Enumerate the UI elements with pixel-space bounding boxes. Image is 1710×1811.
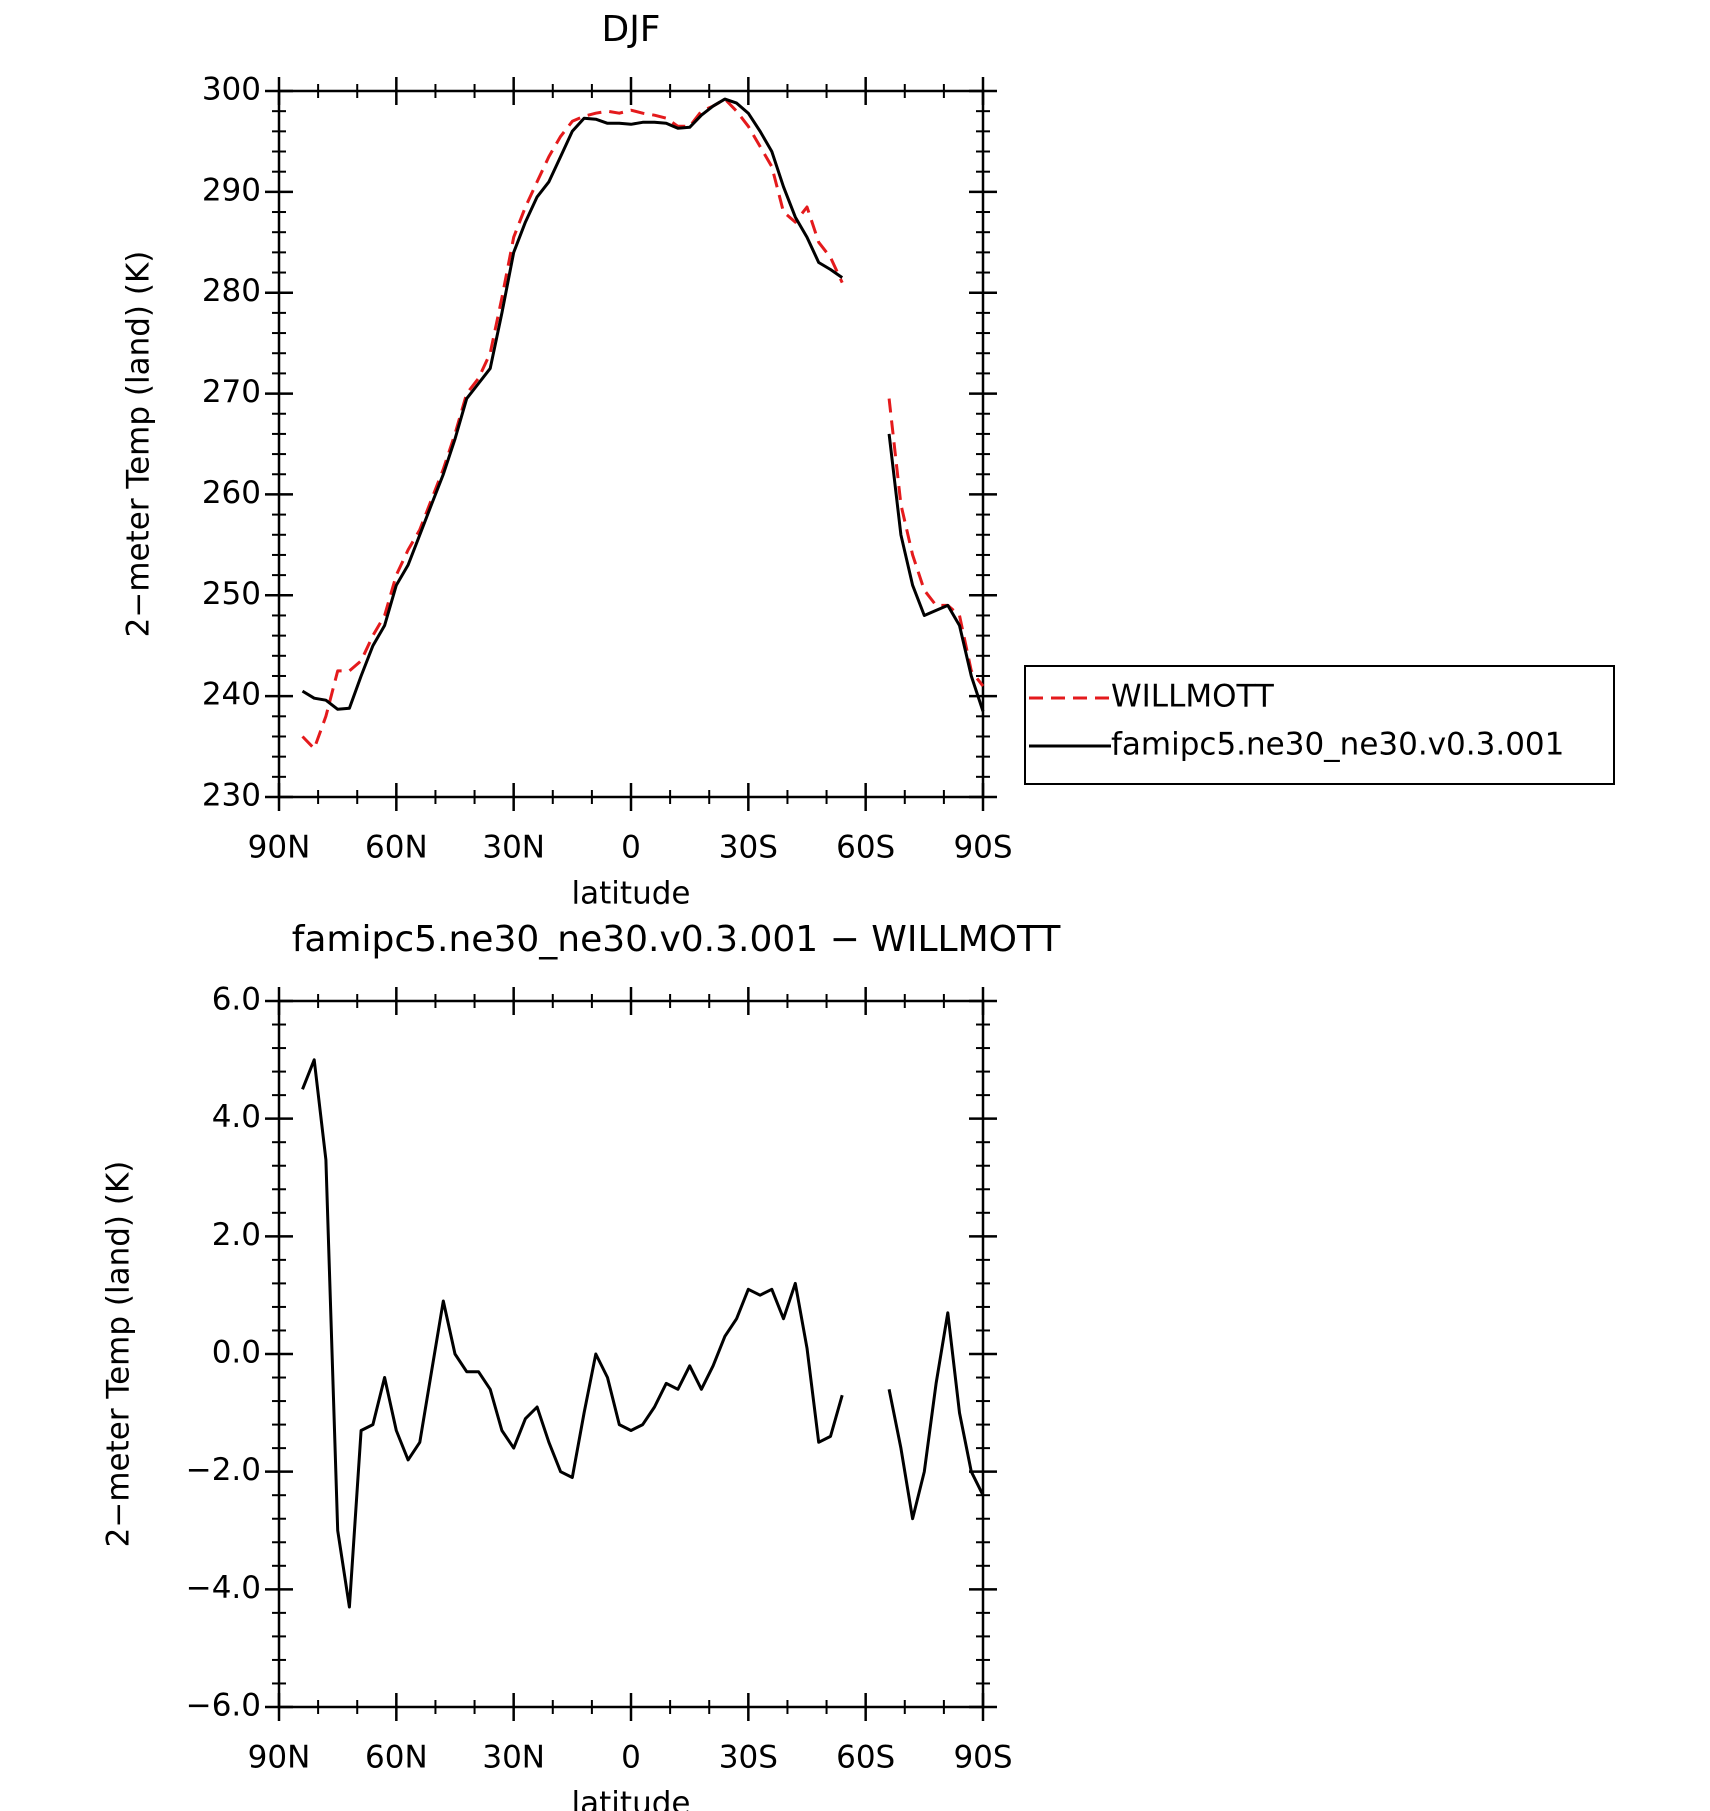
x-tick-label: 60N <box>365 830 428 866</box>
y-tick-label: 6.0 <box>212 982 261 1018</box>
x-tick-label: 90N <box>248 1740 311 1776</box>
y-tick-label: −2.0 <box>186 1452 261 1488</box>
y-tick-label: 260 <box>202 475 261 511</box>
x-tick-label: 30S <box>719 830 778 866</box>
x-tick-label: 60S <box>836 1740 895 1776</box>
y-axis-label: 2−meter Temp (land) (K) <box>101 1161 137 1548</box>
x-tick-label: 0 <box>621 1740 641 1776</box>
y-tick-label: 2.0 <box>212 1217 261 1253</box>
x-tick-label: 30N <box>482 830 545 866</box>
y-tick-label: 280 <box>202 273 261 309</box>
y-tick-label: 290 <box>202 172 261 208</box>
legend-box <box>1024 665 1615 785</box>
x-tick-label: 60N <box>365 1740 428 1776</box>
y-axis-label: 2−meter Temp (land) (K) <box>121 251 157 638</box>
y-tick-label: 250 <box>202 576 261 612</box>
x-tick-label: 30S <box>719 1740 778 1776</box>
x-tick-label: 60S <box>836 830 895 866</box>
x-axis-label: latitude <box>572 876 691 912</box>
y-tick-label: 230 <box>202 778 261 814</box>
y-tick-label: 270 <box>202 374 261 410</box>
plot-frame <box>277 999 985 1709</box>
legend-label: WILLMOTT <box>1111 679 1275 715</box>
x-tick-label: 0 <box>621 830 641 866</box>
y-tick-label: 240 <box>202 677 261 713</box>
chart-title: famipc5.ne30_ne30.v0.3.001 − WILLMOTT <box>292 919 1062 960</box>
plot-frame <box>277 89 985 799</box>
data-line <box>301 97 985 712</box>
legend-label: famipc5.ne30_ne30.v0.3.001 <box>1111 727 1564 763</box>
y-tick-label: −4.0 <box>186 1570 261 1606</box>
data-line <box>301 97 985 751</box>
y-tick-label: −6.0 <box>186 1688 261 1724</box>
x-tick-label: 90N <box>248 830 311 866</box>
y-tick-label: 0.0 <box>212 1335 261 1371</box>
y-tick-label: 300 <box>202 72 261 108</box>
data-line <box>301 1058 985 1609</box>
x-axis-label: latitude <box>572 1786 691 1811</box>
x-tick-label: 90S <box>953 1740 1012 1776</box>
x-tick-label: 30N <box>482 1740 545 1776</box>
chart-title: DJF <box>601 9 660 50</box>
x-tick-label: 90S <box>953 830 1012 866</box>
y-tick-label: 4.0 <box>212 1099 261 1135</box>
